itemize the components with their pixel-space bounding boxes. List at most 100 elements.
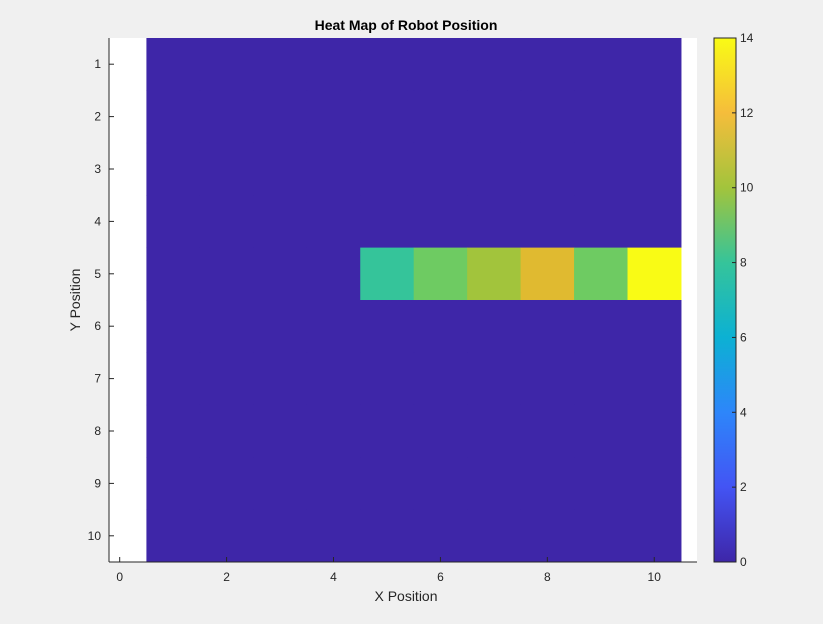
heatmap-cell (146, 142, 201, 196)
x-axis-ticks: 0 2 4 6 8 10 (116, 557, 661, 584)
colorbar-tick-label: 0 (740, 555, 747, 569)
heatmap-cell (146, 38, 201, 91)
heatmap-cell (520, 404, 575, 458)
x-tick-label: 4 (330, 570, 337, 584)
colorbar: 0 2 4 6 8 10 12 14 (713, 31, 754, 569)
heatmap-cell (467, 404, 522, 458)
heatmap-cell (199, 404, 254, 458)
heatmap-cell (627, 404, 682, 458)
heatmap-cell (360, 247, 415, 301)
heatmap-cell (413, 195, 468, 249)
heatmap-cell (306, 352, 361, 406)
y-tick-label: 3 (94, 162, 101, 176)
heatmap-cell (146, 90, 201, 144)
heatmap-cell (199, 38, 254, 91)
heatmap-cell (360, 300, 415, 353)
colorbar-gradient (713, 37, 737, 563)
y-axis-label: Y Position (67, 269, 83, 332)
heatmap-cell (574, 300, 629, 353)
heatmap-cell (467, 247, 522, 301)
heatmap-cell (574, 247, 629, 301)
heatmap-cell (627, 300, 682, 353)
y-axis-ticks: 1 2 3 4 5 6 7 8 9 10 (88, 57, 114, 543)
y-tick-label: 8 (94, 424, 101, 438)
heatmap-cell (253, 142, 308, 196)
colorbar-tick-label: 10 (740, 181, 754, 195)
y-tick-label: 9 (94, 476, 101, 490)
heatmap-cell (574, 38, 629, 91)
heatmap-cell (520, 90, 575, 144)
chart-title: Heat Map of Robot Position (315, 17, 498, 33)
heatmap-cell (627, 90, 682, 144)
x-tick-label: 6 (437, 570, 444, 584)
heatmap-cell (520, 142, 575, 196)
y-tick-label: 6 (94, 319, 101, 333)
heatmap-cell (467, 509, 522, 563)
heatmap-cell (467, 352, 522, 406)
heatmap-cell (574, 195, 629, 249)
heatmap-cells (146, 38, 682, 563)
heatmap-cell (574, 90, 629, 144)
heatmap-cell (146, 457, 201, 511)
heatmap-cell (306, 195, 361, 249)
heatmap-cell (413, 300, 468, 353)
heatmap-cell (413, 38, 468, 91)
heatmap-cell (306, 457, 361, 511)
heatmap-cell (199, 457, 254, 511)
heatmap-cell (467, 38, 522, 91)
x-tick-label: 8 (544, 570, 551, 584)
heatmap-cell (574, 142, 629, 196)
heatmap-cell (413, 352, 468, 406)
heatmap-cell (467, 457, 522, 511)
heatmap-cell (467, 195, 522, 249)
x-tick-label: 2 (223, 570, 230, 584)
heatmap-cell (199, 509, 254, 563)
x-tick-label: 0 (116, 570, 123, 584)
colorbar-ticks: 0 2 4 6 8 10 12 14 (732, 31, 754, 569)
y-tick-label: 7 (94, 372, 101, 386)
heatmap-cell (413, 457, 468, 511)
heatmap-cell (413, 142, 468, 196)
y-tick-label: 1 (94, 57, 101, 71)
heatmap-cell (360, 142, 415, 196)
heatmap-cell (574, 457, 629, 511)
heatmap-cell (467, 90, 522, 144)
heatmap-cell (413, 90, 468, 144)
heatmap-cell (360, 509, 415, 563)
colorbar-tick-label: 14 (740, 31, 754, 45)
heatmap-cell (627, 247, 682, 301)
heatmap-cell (627, 457, 682, 511)
axes-frame (108, 38, 697, 563)
heatmap-cell (520, 509, 575, 563)
heatmap-cell (253, 195, 308, 249)
heatmap-cell (360, 457, 415, 511)
heatmap-cell (253, 404, 308, 458)
heatmap-cell (199, 142, 254, 196)
heatmap-cell (199, 300, 254, 353)
heatmap-cell (627, 38, 682, 91)
heatmap-cell (306, 38, 361, 91)
x-tick-label: 10 (648, 570, 662, 584)
heatmap-cell (520, 38, 575, 91)
heatmap-cell (360, 404, 415, 458)
heatmap-cell (627, 509, 682, 563)
x-axis-label: X Position (374, 588, 437, 604)
heatmap-cell (253, 457, 308, 511)
heatmap-cell (306, 300, 361, 353)
heatmap-cell (199, 90, 254, 144)
y-tick-label: 5 (94, 267, 101, 281)
heatmap-cell (253, 247, 308, 301)
heatmap-cell (360, 195, 415, 249)
colorbar-tick-label: 12 (740, 106, 754, 120)
heatmap-cell (467, 142, 522, 196)
heatmap-cell (306, 90, 361, 144)
colorbar-tick-label: 2 (740, 480, 747, 494)
heatmap-cell (413, 509, 468, 563)
heatmap-cell (520, 457, 575, 511)
colorbar-tick-label: 4 (740, 405, 747, 419)
heatmap-cell (199, 195, 254, 249)
heatmap-cell (360, 38, 415, 91)
heatmap-cell (146, 404, 201, 458)
heatmap-cell (627, 352, 682, 406)
